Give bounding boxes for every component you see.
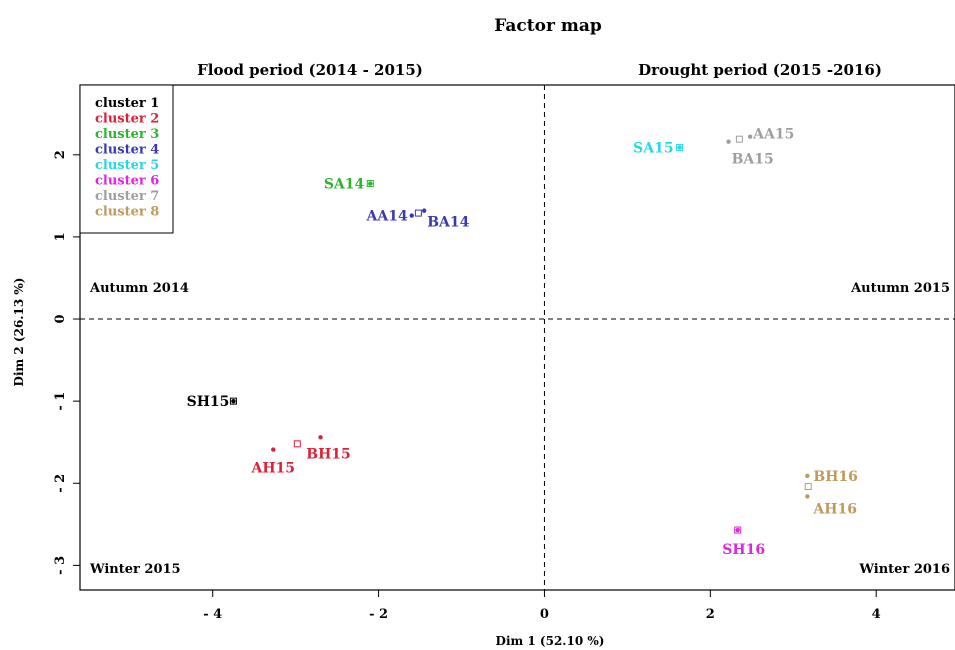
quadrant-label-autumn-2015: Autumn 2015: [850, 281, 950, 296]
legend-entry: cluster 2: [95, 112, 159, 127]
x-tick-label: 0: [540, 607, 549, 622]
point-label: SH16: [722, 542, 765, 558]
centroid-marker: [229, 397, 237, 405]
point-marker: [318, 435, 323, 440]
y-tick-label: - 1: [53, 392, 68, 411]
x-tick-label: - 2: [369, 607, 388, 622]
point-label: SA15: [633, 140, 673, 156]
x-tick-label: 2: [706, 607, 715, 622]
point-marker: [368, 181, 373, 186]
centroid-marker: [676, 143, 684, 151]
y-tick-label: 1: [53, 232, 68, 241]
y-axis-label: Dim 2 (26.13 %): [12, 278, 26, 387]
y-axis: - 3 - 2 - 1 0 1 2: [53, 150, 80, 575]
point-marker: [409, 213, 414, 218]
legend-entry: cluster 8: [95, 205, 159, 220]
legend-entry: cluster 7: [95, 189, 159, 204]
legend-entry: cluster 4: [95, 143, 159, 158]
panel-title-left: Flood period (2014 - 2015): [197, 61, 423, 79]
legend-box: [79, 84, 174, 234]
y-tick-label: 2: [53, 150, 68, 159]
y-tick-label: - 3: [53, 556, 68, 575]
point-marker: [805, 473, 810, 479]
legend-entry: cluster 5: [95, 158, 159, 173]
x-axis: - 4 - 2 0 2 4: [203, 590, 881, 622]
centroid-marker: [366, 180, 374, 188]
point-label: AA15: [752, 127, 794, 143]
x-tick-label: 4: [872, 607, 881, 622]
quadrant-label-winter-2015: Winter 2015: [89, 562, 181, 577]
point-label: BH16: [813, 469, 858, 485]
point-label: SA14: [324, 177, 365, 193]
panel-title-right: Drought period (2015 -2016): [638, 61, 882, 79]
cluster-centroids: [229, 135, 812, 534]
y-tick-label: - 2: [53, 474, 68, 493]
point-label: SH15: [187, 394, 230, 410]
y-tick-label: 0: [53, 315, 68, 324]
quadrant-label-autumn-2014: Autumn 2014: [89, 281, 189, 296]
x-axis-label: Dim 1 (52.10 %): [496, 634, 605, 648]
point-marker: [747, 134, 753, 139]
legend-entry: cluster 1: [95, 96, 159, 111]
centroid-marker: [414, 209, 422, 217]
legend-entry: cluster 6: [95, 174, 159, 189]
centroid-marker: [804, 483, 812, 491]
chart-title: Factor map: [494, 16, 602, 36]
point-marker: [421, 208, 427, 213]
point-label: BA15: [732, 152, 774, 168]
x-tick-label: - 4: [203, 607, 222, 622]
point-label: BA14: [427, 215, 469, 231]
plot-frame: [79, 84, 955, 591]
point-marker: [805, 494, 810, 499]
point-marker: [231, 398, 236, 404]
legend-entry: cluster 3: [95, 127, 159, 142]
point-marker: [271, 447, 276, 452]
point-label: AA14: [366, 209, 408, 225]
centroid-marker: [293, 440, 301, 448]
point-marker: [726, 139, 731, 144]
centroid-marker: [735, 135, 743, 143]
point-marker: [677, 145, 682, 150]
point-label: BH15: [306, 446, 351, 462]
point-label: AH15: [250, 461, 295, 477]
point-marker: [735, 527, 740, 533]
point-label: AH16: [812, 501, 857, 517]
quadrant-label-winter-2016: Winter 2016: [858, 562, 950, 577]
centroid-marker: [734, 526, 742, 534]
